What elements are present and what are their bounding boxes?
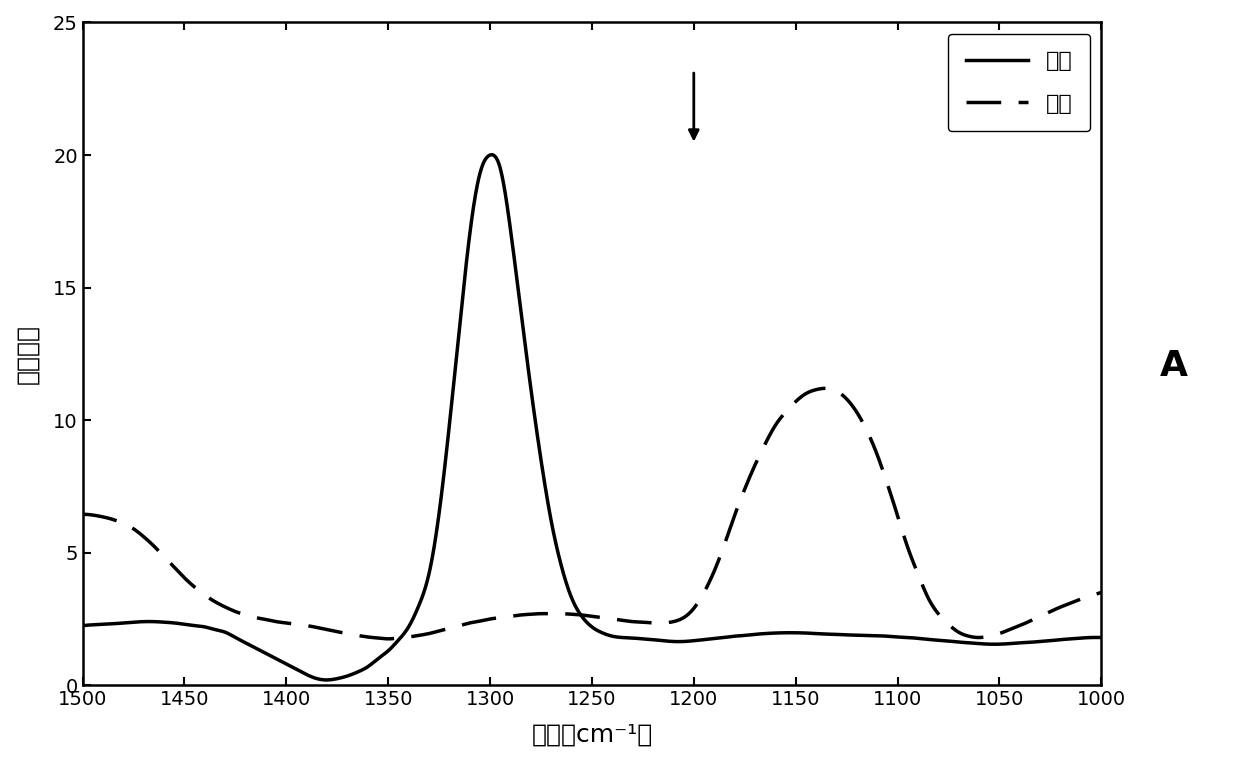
对照 [570,610,585,620]
对照 [76,510,91,519]
对照 [544,609,559,618]
Legend: 样品, 对照: 样品, 对照 [947,34,1090,131]
样品 [1065,634,1080,643]
对照 [878,474,893,483]
X-axis label: 波数（cm⁻¹）: 波数（cm⁻¹） [531,723,652,747]
对照 [1094,588,1109,597]
对照 [818,384,833,393]
对照 [381,634,396,643]
Line: 对照: 对照 [83,389,1101,639]
样品 [128,617,143,626]
样品 [485,150,500,159]
样品 [544,520,559,530]
样品 [76,621,91,630]
对照 [128,525,143,534]
样品 [572,607,587,616]
样品 [1065,634,1080,643]
样品 [1094,633,1109,642]
样品 [878,632,893,641]
对照 [1065,598,1080,607]
对照 [1065,597,1080,607]
样品 [319,675,334,684]
Y-axis label: 光声强度: 光声强度 [15,324,38,384]
Line: 样品: 样品 [83,155,1101,680]
Text: A: A [1159,349,1188,383]
